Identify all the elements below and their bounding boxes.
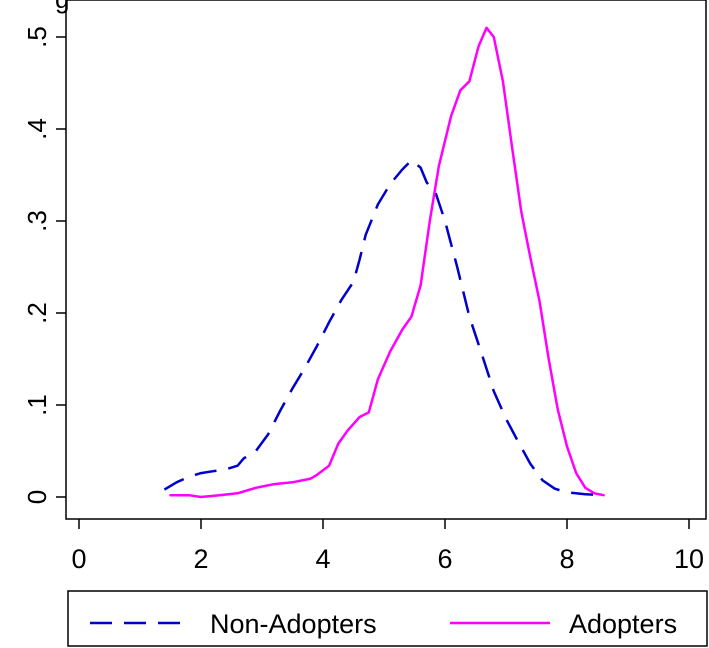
y-tick-label: .2 (22, 302, 52, 324)
y-tick-label: .4 (22, 118, 52, 140)
y-tick-label: .3 (22, 210, 52, 232)
y-tick-label: .1 (22, 394, 52, 416)
legend-label-non-adopters: Non-Adopters (210, 609, 377, 639)
x-axis: 0 2 4 6 8 10 (71, 519, 704, 574)
x-tick-label: 4 (315, 544, 330, 574)
legend: Non-Adopters Adopters (67, 590, 708, 647)
series-line-adopters (169, 26, 605, 499)
plot-area-frame (65, 0, 707, 520)
legend-box (67, 590, 708, 647)
y-axis: 0 .1 .2 .3 .4 .5 (22, 26, 66, 504)
x-tick-label: 8 (559, 544, 574, 574)
legend-label-adopters: Adopters (569, 609, 677, 639)
x-tick-label: 6 (437, 544, 452, 574)
series-layer (163, 26, 605, 499)
y-tick-label: .5 (22, 26, 52, 48)
x-tick-label: 0 (71, 544, 86, 574)
x-tick-label: 10 (674, 544, 704, 574)
chart-title: g (55, 0, 69, 14)
x-tick-label: 2 (193, 544, 208, 574)
y-tick-label: 0 (22, 490, 52, 504)
series-line-non-adopters (163, 159, 604, 497)
